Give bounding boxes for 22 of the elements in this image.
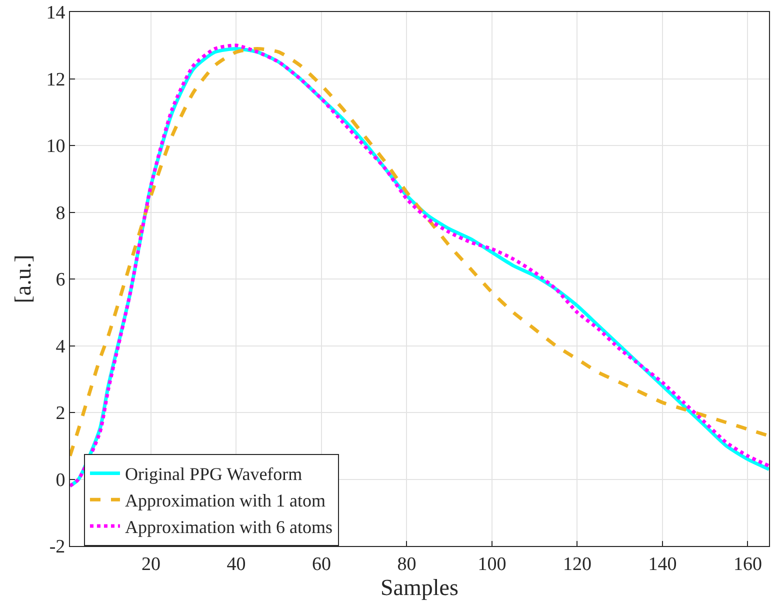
x-axis-title: Samples	[380, 574, 459, 600]
x-tick-label: 60	[312, 554, 331, 575]
y-tick-label: 6	[56, 270, 66, 291]
y-tick-label: 0	[56, 470, 66, 491]
x-tick-label: 100	[478, 554, 506, 575]
x-tick-label: 20	[141, 554, 160, 575]
x-tick-label: 120	[562, 554, 592, 575]
legend-label: Original PPG Waveform	[124, 464, 302, 484]
x-tick-label: 40	[226, 554, 246, 575]
legend-label: Approximation with 1 atom	[124, 490, 326, 511]
y-axis-title: [a.u.]	[10, 254, 36, 304]
x-tick-label: 160	[733, 554, 762, 575]
y-tick-label: 14	[46, 2, 66, 24]
y-tick-label: 10	[46, 136, 66, 158]
x-tick-label: 140	[648, 554, 677, 575]
legend-label: Approximation with 6 atoms	[124, 517, 332, 538]
y-tick-label: 4	[56, 336, 66, 358]
y-tick-label: 12	[46, 69, 66, 90]
y-tick-label: 2	[56, 403, 66, 424]
x-tick-label: 80	[397, 554, 416, 575]
y-tick-label: 8	[56, 202, 66, 224]
y-tick-label: -2	[49, 536, 66, 558]
